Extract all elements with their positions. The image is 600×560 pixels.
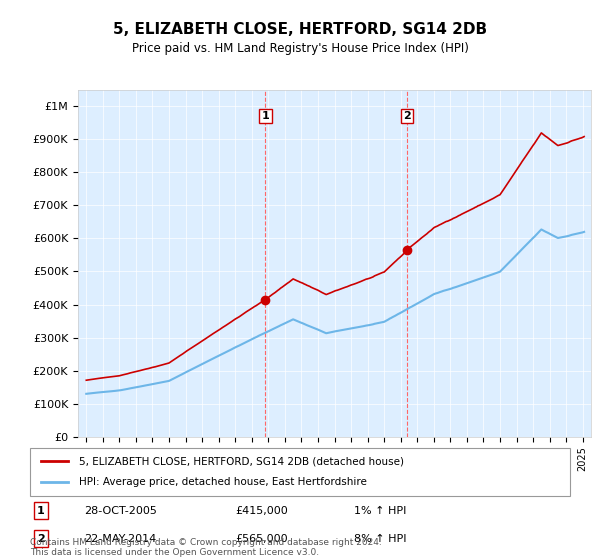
Text: 1: 1: [37, 506, 44, 516]
Text: £565,000: £565,000: [235, 534, 288, 544]
Text: HPI: Average price, detached house, East Hertfordshire: HPI: Average price, detached house, East…: [79, 477, 367, 487]
FancyBboxPatch shape: [30, 448, 570, 496]
Text: Price paid vs. HM Land Registry's House Price Index (HPI): Price paid vs. HM Land Registry's House …: [131, 42, 469, 55]
Text: 1% ↑ HPI: 1% ↑ HPI: [354, 506, 406, 516]
Text: 8% ↑ HPI: 8% ↑ HPI: [354, 534, 407, 544]
Text: 22-MAY-2014: 22-MAY-2014: [84, 534, 156, 544]
Text: 2: 2: [37, 534, 44, 544]
Text: £415,000: £415,000: [235, 506, 288, 516]
Text: 5, ELIZABETH CLOSE, HERTFORD, SG14 2DB: 5, ELIZABETH CLOSE, HERTFORD, SG14 2DB: [113, 22, 487, 38]
Text: 1: 1: [262, 111, 269, 121]
Text: 5, ELIZABETH CLOSE, HERTFORD, SG14 2DB (detached house): 5, ELIZABETH CLOSE, HERTFORD, SG14 2DB (…: [79, 456, 404, 466]
Text: 2: 2: [403, 111, 411, 121]
Text: 28-OCT-2005: 28-OCT-2005: [84, 506, 157, 516]
Text: Contains HM Land Registry data © Crown copyright and database right 2024.
This d: Contains HM Land Registry data © Crown c…: [30, 538, 382, 557]
